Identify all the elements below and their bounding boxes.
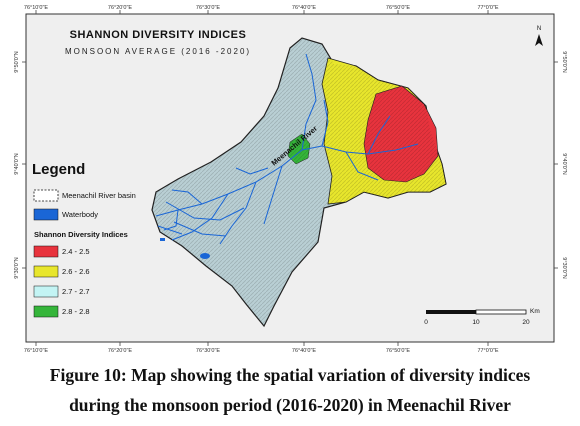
legend-title: Legend	[32, 161, 85, 178]
waterbody-shape	[160, 238, 165, 241]
right-tick-label: 9°40'0"N	[561, 153, 567, 174]
legend-swatch-class	[33, 285, 59, 298]
left-tick-label: 9°30'0"N	[14, 257, 20, 278]
bottom-tick-label: 77°0'0"E	[477, 348, 498, 354]
scale-bar: 0 10 20 Km	[424, 308, 540, 326]
scale-label: 20	[522, 319, 530, 326]
map-title: SHANNON DIVERSITY INDICES	[70, 29, 247, 41]
legend-label-class: 2.4 - 2.5	[62, 247, 90, 256]
right-tick-labels: 9°50'0"N 9°40'0"N 9°30'0"N	[561, 51, 567, 278]
legend-swatch-class	[33, 305, 59, 318]
top-tick-label: 76°40'0"E	[292, 5, 316, 11]
graticule-ticks	[22, 10, 558, 346]
scale-label: 10	[472, 319, 480, 326]
waterbody-shape	[200, 253, 210, 259]
svg-text:N: N	[537, 26, 541, 32]
left-tick-labels: 9°50'0"N 9°40'0"N 9°30'0"N	[14, 51, 20, 278]
relief-shading	[152, 38, 446, 326]
top-tick-label: 76°50'0"E	[386, 5, 410, 11]
map-subtitle: MONSOON AVERAGE (2016 -2020)	[65, 47, 251, 56]
bottom-tick-label: 76°30'0"E	[196, 348, 220, 354]
legend-swatch-water	[33, 208, 59, 221]
legend-label-class: 2.7 - 2.7	[62, 287, 90, 296]
right-tick-label: 9°50'0"N	[561, 51, 567, 72]
top-tick-label: 77°0'0"E	[477, 5, 498, 11]
left-tick-label: 9°40'0"N	[14, 153, 20, 174]
top-tick-label: 76°30'0"E	[196, 5, 220, 11]
map-figure: 76°10'0"E 76°20'0"E 76°30'0"E 76°40'0"E …	[6, 4, 574, 354]
bottom-tick-label: 76°50'0"E	[386, 348, 410, 354]
legend-swatch-class	[33, 245, 59, 258]
bottom-tick-label: 76°20'0"E	[108, 348, 132, 354]
legend-label-class: 2.6 - 2.6	[62, 267, 90, 276]
scale-unit: Km	[530, 308, 540, 315]
legend-swatch-basin	[33, 189, 59, 202]
top-tick-labels: 76°10'0"E 76°20'0"E 76°30'0"E 76°40'0"E …	[24, 5, 499, 11]
right-tick-label: 9°30'0"N	[561, 257, 567, 278]
legend: Legend Meenachil River basin Waterbody S…	[32, 161, 136, 318]
bottom-tick-label: 76°10'0"E	[24, 348, 48, 354]
legend-label-water: Waterbody	[62, 210, 98, 219]
caption-line-2: during the monsoon period (2016-2020) in…	[69, 395, 511, 415]
bottom-tick-label: 76°40'0"E	[292, 348, 316, 354]
legend-index-title: Shannon Diversity Indices	[34, 230, 128, 239]
figure-caption: Figure 10: Map showing the spatial varia…	[0, 360, 580, 420]
top-tick-label: 76°20'0"E	[108, 5, 132, 11]
left-tick-label: 9°50'0"N	[14, 51, 20, 72]
river-network	[155, 53, 419, 245]
top-tick-label: 76°10'0"E	[24, 5, 48, 11]
legend-label-basin: Meenachil River basin	[62, 191, 136, 200]
caption-line-1: Figure 10: Map showing the spatial varia…	[49, 365, 531, 385]
bottom-tick-labels: 76°10'0"E 76°20'0"E 76°30'0"E 76°40'0"E …	[24, 348, 499, 354]
north-arrow-icon: N	[535, 26, 543, 46]
legend-swatch-class	[33, 265, 59, 278]
map-svg: 76°10'0"E 76°20'0"E 76°30'0"E 76°40'0"E …	[6, 4, 574, 354]
legend-label-class: 2.8 - 2.8	[62, 307, 90, 316]
scale-label: 0	[424, 319, 428, 326]
